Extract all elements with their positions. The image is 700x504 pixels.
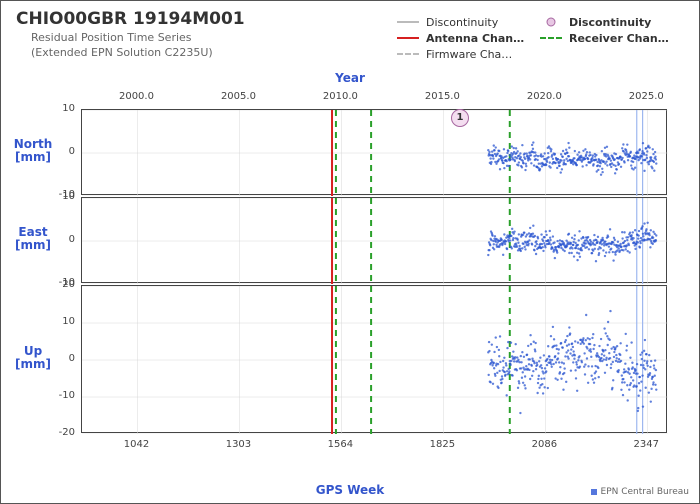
figure: CHIO00GBR 19194M001 Residual Position Ti… (0, 0, 700, 504)
bottom-tick-label: 1042 (124, 439, 149, 450)
top-tick-label: 2010.0 (323, 91, 358, 102)
chart-title: CHIO00GBR 19194M001 (16, 9, 245, 29)
ytick-label: 10 (35, 103, 75, 114)
top-tick-label: 2000.0 (119, 91, 154, 102)
bottom-tick-label: 1825 (430, 439, 455, 450)
plot-svg-up (82, 286, 668, 434)
legend-label-0: Discontinuity (426, 16, 536, 29)
panel-east (81, 197, 667, 283)
ytick-label: 0 (35, 353, 75, 364)
discontinuity-badge: 1 (451, 109, 469, 127)
legend-label-2: Antenna Chan… (426, 32, 536, 45)
top-tick-label: 2015.0 (425, 91, 460, 102)
bottom-tick-label: 1303 (226, 439, 251, 450)
legend-label-4: Firmware Cha… (426, 48, 536, 61)
plot-svg-east (82, 198, 668, 284)
ytick-label: -10 (35, 390, 75, 401)
legend: Discontinuity Discontinuity Antenna Chan… (397, 15, 680, 63)
plot-svg-north (82, 110, 668, 196)
legend-swatch-receiver (540, 33, 562, 43)
footer-credit: EPN Central Bureau (591, 487, 689, 497)
panel-north (81, 109, 667, 195)
chart-subtitle: Residual Position Time Series (Extended … (31, 31, 213, 61)
bottom-tick-label: 2347 (634, 439, 659, 450)
ytick-label: 20 (35, 279, 75, 290)
panel-up (81, 285, 667, 433)
legend-swatch-discontinuity-line (397, 17, 419, 27)
legend-swatch-firmware (397, 49, 419, 59)
ytick-label: 10 (35, 316, 75, 327)
bottom-tick-label: 2086 (532, 439, 557, 450)
subtitle-line-2: (Extended EPN Solution C2235U) (31, 46, 213, 59)
legend-label-1: Discontinuity (569, 16, 679, 29)
top-tick-label: 2020.0 (527, 91, 562, 102)
top-tick-label: 2005.0 (221, 91, 256, 102)
ytick-label: -20 (35, 427, 75, 438)
legend-label-3: Receiver Chan… (569, 32, 679, 45)
footer-text: EPN Central Bureau (601, 487, 689, 497)
footer-dot-icon (591, 489, 597, 495)
ytick-label: 10 (35, 191, 75, 202)
legend-swatch-discontinuity-dot (540, 17, 562, 27)
top-tick-label: 2025.0 (629, 91, 664, 102)
subtitle-line-1: Residual Position Time Series (31, 31, 192, 44)
bottom-tick-label: 1564 (328, 439, 353, 450)
top-axis-label: Year (1, 71, 699, 85)
ytick-label: 0 (35, 234, 75, 245)
legend-swatch-antenna (397, 33, 419, 43)
ytick-label: 0 (35, 146, 75, 157)
